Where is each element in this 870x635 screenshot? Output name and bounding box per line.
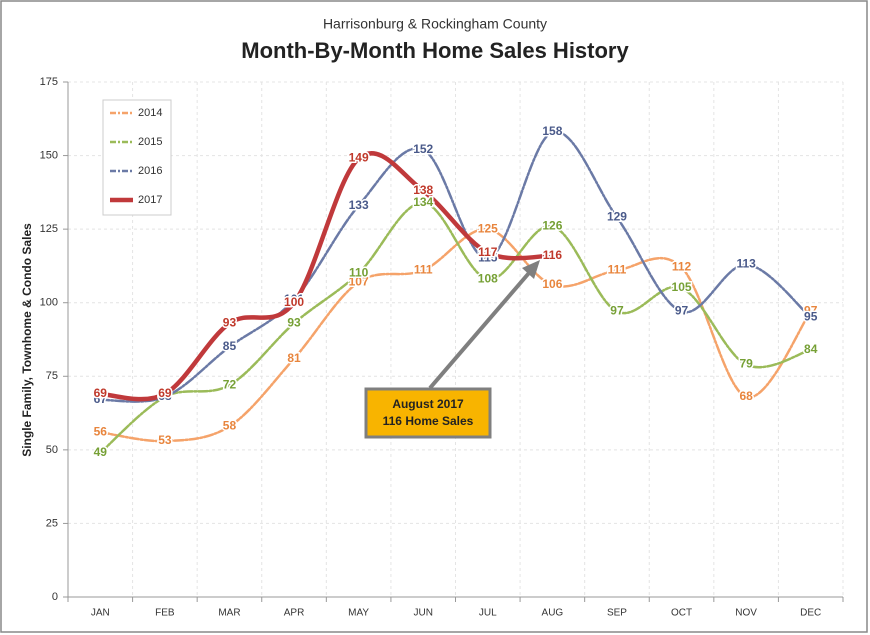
legend-label: 2014 <box>138 107 162 119</box>
data-label: 93 <box>287 315 301 329</box>
data-label: 101 <box>284 292 304 306</box>
data-label: 81 <box>287 351 301 365</box>
annotation-line: August 2017 <box>392 397 464 411</box>
data-label: 85 <box>223 339 237 353</box>
data-label: 97 <box>675 304 689 318</box>
data-label: 107 <box>349 274 369 288</box>
data-label: 113 <box>736 257 756 271</box>
legend-label: 2015 <box>138 136 162 148</box>
lines <box>98 130 812 455</box>
data-label: 68 <box>739 389 753 403</box>
data-label: 108 <box>478 271 498 285</box>
y-tick-label: 150 <box>40 149 58 161</box>
chart-title: Month-By-Month Home Sales History <box>241 38 629 63</box>
x-tick-label: APR <box>284 608 305 619</box>
data-label: 112 <box>672 260 692 274</box>
x-tick-label: SEP <box>607 608 627 619</box>
x-tick-label: MAR <box>218 608 240 619</box>
y-tick-label: 75 <box>46 370 58 382</box>
series-line <box>99 201 812 455</box>
y-tick-label: 0 <box>52 591 58 603</box>
data-label: 116 <box>543 248 563 262</box>
data-label: 95 <box>804 310 818 324</box>
data-label: 69 <box>94 386 108 400</box>
y-tick-label: 50 <box>46 444 58 456</box>
x-tick-label: MAY <box>348 608 369 619</box>
y-axis-label: Single Family, Townhome & Condo Sales <box>20 223 34 457</box>
legend-label: 2017 <box>138 194 162 206</box>
data-label: 105 <box>672 280 692 294</box>
data-label: 125 <box>478 221 498 235</box>
labels: 56 53 58 81 107 111 125 106 111 112 68 97 49 68 72 93 11… <box>92 123 819 461</box>
annotation-line: 116 Home Sales <box>383 414 474 428</box>
data-label: 56 <box>94 424 108 438</box>
legend-box <box>102 99 172 216</box>
y-tick-label: 175 <box>40 76 58 88</box>
data-label: 115 <box>478 251 498 265</box>
x-tick-label: NOV <box>735 608 757 619</box>
x-tick-label: JAN <box>91 608 110 619</box>
data-label: 126 <box>542 218 562 232</box>
data-label: 68 <box>158 389 172 403</box>
data-label: 129 <box>607 210 627 224</box>
data-label: 111 <box>608 263 627 277</box>
data-label: 117 <box>478 245 498 259</box>
x-tick-label: JUL <box>479 608 497 619</box>
annotation-arrowhead <box>522 260 540 279</box>
x-tick-label: OCT <box>671 608 692 619</box>
y-tick-label: 25 <box>46 517 58 529</box>
chart-subtitle: Harrisonburg & Rockingham County <box>323 16 547 32</box>
data-label: 152 <box>413 142 433 156</box>
data-label: 97 <box>804 304 818 318</box>
series-line <box>98 150 555 402</box>
data-label: 97 <box>610 304 624 318</box>
data-label: 134 <box>413 195 433 209</box>
data-label: 138 <box>413 183 433 197</box>
y-tick-label: 100 <box>40 297 58 309</box>
data-label: 133 <box>349 198 369 212</box>
data-label: 111 <box>414 263 433 277</box>
x-tick-label: FEB <box>155 608 175 619</box>
legend-label: 2016 <box>138 165 162 177</box>
x-tick-label: DEC <box>800 608 821 619</box>
y-tick-label: 125 <box>40 223 58 235</box>
data-label: 69 <box>158 386 172 400</box>
annotation-box <box>364 387 492 439</box>
data-label: 53 <box>158 433 172 447</box>
data-label: 93 <box>223 315 237 329</box>
data-label: 79 <box>739 357 753 371</box>
data-label: 158 <box>542 124 562 138</box>
data-label: 100 <box>284 295 304 309</box>
series-line <box>99 227 812 443</box>
data-label: 149 <box>349 151 369 165</box>
data-label: 106 <box>542 277 562 291</box>
data-label: 67 <box>94 392 108 406</box>
data-label: 49 <box>94 445 108 459</box>
data-label: 84 <box>804 342 818 356</box>
data-label: 58 <box>223 418 237 432</box>
data-label: 68 <box>158 389 172 403</box>
x-tick-label: JUN <box>413 608 432 619</box>
annotation-arrow <box>428 264 537 390</box>
data-label: 72 <box>223 377 237 391</box>
x-tick-label: AUG <box>542 608 564 619</box>
data-label: 110 <box>349 265 369 279</box>
